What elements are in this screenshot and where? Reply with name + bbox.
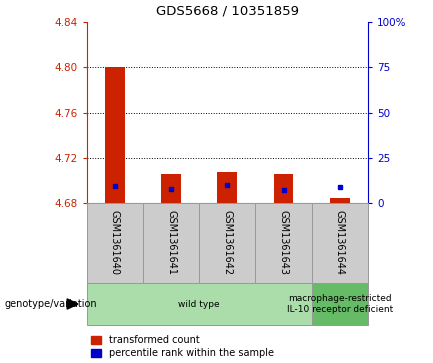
- Legend: transformed count, percentile rank within the sample: transformed count, percentile rank withi…: [91, 335, 274, 358]
- Text: wild type: wild type: [178, 299, 220, 309]
- Bar: [312, 203, 368, 283]
- Bar: [217, 171, 237, 203]
- Bar: [87, 203, 143, 283]
- Text: GSM1361642: GSM1361642: [222, 210, 233, 275]
- Text: macrophage-restricted
IL-10 receptor deficient: macrophage-restricted IL-10 receptor def…: [287, 294, 393, 314]
- Bar: [255, 203, 312, 283]
- Text: GSM1361644: GSM1361644: [335, 210, 345, 275]
- Text: GSM1361641: GSM1361641: [166, 210, 176, 275]
- Bar: [105, 67, 125, 203]
- Text: GSM1361640: GSM1361640: [110, 210, 120, 275]
- Bar: [199, 203, 255, 283]
- Text: GSM1361643: GSM1361643: [278, 210, 289, 275]
- Text: genotype/variation: genotype/variation: [4, 299, 97, 309]
- Bar: [312, 283, 368, 325]
- Bar: [274, 174, 294, 203]
- Bar: [143, 203, 199, 283]
- Bar: [161, 174, 181, 203]
- Title: GDS5668 / 10351859: GDS5668 / 10351859: [156, 5, 299, 18]
- Bar: [87, 283, 312, 325]
- Bar: [330, 197, 350, 203]
